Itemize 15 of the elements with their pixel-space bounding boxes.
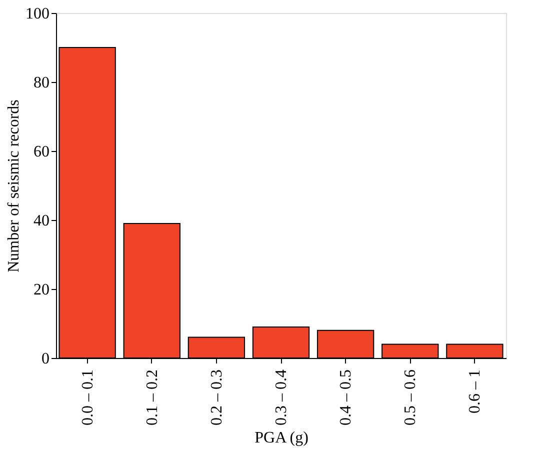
- y-tick-label: 80: [34, 74, 50, 92]
- x-tick-label: 0.2 – 0.3: [208, 370, 226, 426]
- x-tick-label: 0.5 – 0.6: [402, 370, 420, 426]
- y-tick-label: 100: [26, 6, 50, 22]
- y-axis-title: Number of seismic records: [6, 100, 22, 272]
- x-tick-label: 0.3 – 0.4: [273, 370, 290, 426]
- x-tick-label: 0.0 – 0.1: [79, 370, 96, 426]
- x-tick-label: 0.4 – 0.5: [338, 370, 355, 426]
- y-tick-label: 0: [42, 350, 50, 368]
- x-tick-label: 0.1 – 0.2: [144, 370, 161, 426]
- y-tick-label: 40: [34, 212, 50, 230]
- x-axis-title: PGA (g): [254, 430, 308, 446]
- y-tick-label: 20: [34, 282, 50, 298]
- x-tick-label: 0.6 – 1: [466, 370, 484, 414]
- y-tick-label: 60: [34, 144, 50, 160]
